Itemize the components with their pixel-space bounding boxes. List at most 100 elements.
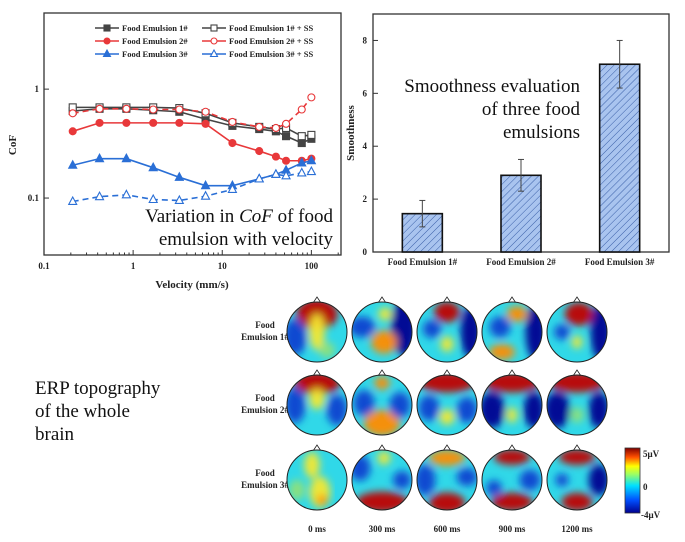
- head-outline: [546, 374, 608, 436]
- y-tick-label: 2: [363, 194, 368, 204]
- nose-icon: [377, 444, 387, 452]
- x-tick-label: 1: [131, 261, 136, 271]
- legend-label: Food Emulsion 1# + SS: [229, 23, 313, 33]
- head-outline: [416, 449, 478, 511]
- colorbar-max-label: 5μV: [643, 449, 660, 459]
- row-label: Food Emulsion 1#: [241, 320, 289, 342]
- scalp-map: [286, 296, 348, 363]
- colorbar: 5μV 0 -4μV: [624, 447, 661, 520]
- data-point: [200, 190, 211, 200]
- plot-frame: [43, 12, 342, 256]
- nose-icon: [507, 369, 517, 377]
- head-outline: [351, 374, 413, 436]
- series-food-emulsion-3-ss: [67, 165, 317, 206]
- smoothness-annotation-line3: emulsions: [503, 122, 580, 143]
- data-point: [201, 119, 210, 128]
- scalp-map: [416, 369, 478, 436]
- data-point: [121, 152, 132, 163]
- nose-icon: [507, 444, 517, 452]
- data-point: [149, 118, 158, 127]
- data-point: [297, 132, 306, 141]
- head-outline: [416, 301, 478, 363]
- data-point: [174, 194, 185, 205]
- data-point: [175, 118, 184, 127]
- series-food-emulsion-3-: [67, 152, 317, 190]
- data-point: [210, 37, 218, 45]
- legend-label: Food Emulsion 1#: [122, 23, 188, 33]
- data-point: [149, 105, 158, 114]
- data-point: [148, 193, 159, 204]
- data-point: [306, 165, 317, 176]
- data-point: [122, 104, 131, 113]
- nose-icon: [442, 444, 452, 452]
- data-point: [102, 48, 112, 58]
- data-point: [210, 24, 218, 32]
- data-point: [281, 170, 291, 180]
- scalp-map: [481, 444, 543, 511]
- data-point: [67, 159, 78, 169]
- data-point: [297, 138, 306, 148]
- data-point: [148, 162, 159, 172]
- data-point: [201, 107, 210, 116]
- data-point: [296, 157, 307, 167]
- scalp-map: [481, 369, 543, 436]
- data-point: [121, 189, 132, 199]
- legend-label: Food Emulsion 2# + SS: [229, 36, 313, 46]
- smoothness-bar-chart: 0 2 4 6 8 Food Emulsion 1# Food Emulsion 2# Fo…: [345, 13, 670, 267]
- data-point: [296, 167, 307, 177]
- head-outline: [546, 449, 608, 511]
- y-tick-label: 1: [35, 84, 40, 94]
- y-axis-label: Smoothness: [345, 104, 357, 160]
- y-axis-label: CoF: [7, 135, 19, 155]
- scalp-map: [416, 444, 478, 511]
- data-point: [94, 152, 105, 163]
- nose-icon: [312, 296, 322, 304]
- data-point: [270, 168, 281, 178]
- scalp-map: [546, 296, 608, 363]
- y-tick-label: 4: [363, 141, 368, 151]
- erp-topography: ERP topography of the whole brain Food Em…: [35, 296, 661, 534]
- scalp-map: [351, 296, 413, 363]
- series-line: [72, 157, 312, 187]
- data-point: [282, 119, 291, 128]
- x-tick-label: 0.1: [38, 261, 50, 271]
- y-tick-label: 0.1: [28, 193, 40, 203]
- scalp-map: [546, 369, 608, 436]
- colorbar-min-label: -4μV: [641, 510, 661, 520]
- scalp-map: [351, 369, 413, 436]
- data-point: [282, 156, 291, 165]
- data-point: [255, 147, 264, 156]
- data-point: [174, 171, 185, 181]
- y-tick-label: 8: [363, 35, 368, 45]
- data-point: [307, 93, 316, 102]
- data-point: [94, 190, 105, 201]
- scalp-map: [286, 369, 348, 436]
- data-point: [95, 118, 104, 127]
- cof-annotation: Variation in CoF of food: [145, 206, 333, 227]
- head-outline: [286, 449, 348, 511]
- data-point: [67, 195, 78, 206]
- row-label: Food Emulsion 2#: [241, 393, 289, 415]
- legend-label: Food Emulsion 3#: [122, 49, 188, 59]
- head-outline: [546, 301, 608, 363]
- cof-annotation-line2: emulsion with velocity: [159, 229, 334, 250]
- scalp-map: [481, 296, 543, 363]
- data-point: [209, 48, 219, 58]
- data-point: [297, 105, 306, 114]
- scalp-map: [351, 444, 413, 511]
- head-outline: [286, 301, 348, 363]
- data-point: [228, 138, 237, 148]
- legend: Food Emulsion 1# Food Emulsion 1# + SS Foo…: [95, 23, 313, 59]
- nose-icon: [572, 296, 582, 304]
- legend-label: Food Emulsion 3# + SS: [229, 49, 313, 59]
- data-point: [254, 173, 265, 183]
- time-label: 900 ms: [499, 524, 526, 534]
- head-outline: [416, 374, 478, 436]
- scalp-map: [286, 444, 348, 511]
- head-outline: [481, 449, 543, 511]
- bar: [598, 63, 641, 253]
- data-point: [227, 183, 238, 193]
- x-tick-label: Food Emulsion 1#: [388, 257, 458, 267]
- nose-icon: [377, 296, 387, 304]
